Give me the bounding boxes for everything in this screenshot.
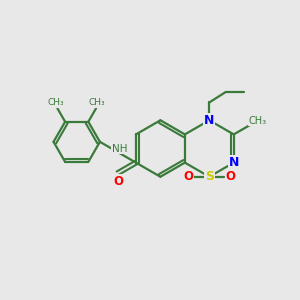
Text: O: O [113, 175, 123, 188]
Text: CH₃: CH₃ [249, 116, 267, 126]
Text: CH₃: CH₃ [89, 98, 106, 107]
Text: S: S [205, 170, 214, 183]
Text: N: N [204, 114, 214, 127]
Text: N: N [229, 156, 239, 169]
Text: NH: NH [112, 144, 127, 154]
Text: O: O [226, 170, 236, 183]
Text: O: O [183, 170, 193, 183]
Text: CH₃: CH₃ [48, 98, 64, 107]
